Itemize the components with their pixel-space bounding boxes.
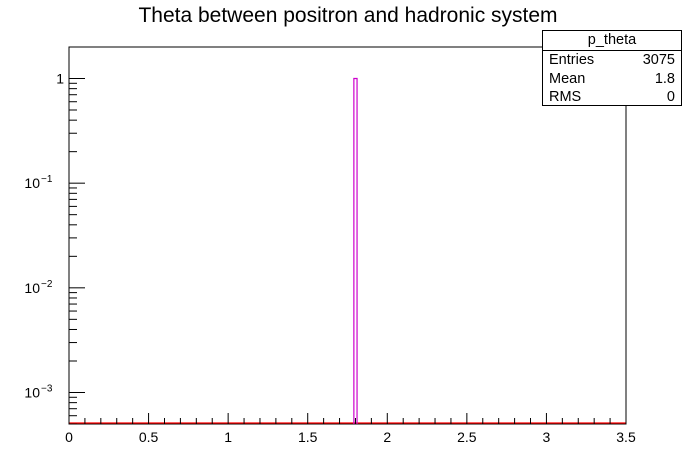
x-tick-label: 2.5 <box>457 429 477 445</box>
stats-value: 0 <box>666 89 675 105</box>
plot-frame <box>68 46 627 425</box>
x-tick-label: 3 <box>543 429 551 445</box>
x-tick-label: 0 <box>65 429 73 445</box>
stats-row-entries: Entries 3075 <box>543 51 681 70</box>
stats-label: Entries <box>549 52 595 68</box>
stats-box-title: p_theta <box>543 31 681 51</box>
x-tick-label: 1.5 <box>298 429 318 445</box>
x-tick-label: 1 <box>224 429 232 445</box>
y-tick-label: 10 <box>24 280 40 296</box>
stats-value: 3075 <box>642 52 675 68</box>
histogram-bin <box>353 77 358 424</box>
stats-value: 1.8 <box>654 70 675 87</box>
stats-label: Mean <box>549 70 586 87</box>
stats-row-rms: RMS 0 <box>543 88 681 107</box>
y-tick-label: 1 <box>56 71 64 87</box>
stats-label: RMS <box>549 89 582 105</box>
y-tick-label: 10 <box>24 175 40 191</box>
x-tick-label: 3.5 <box>616 429 636 445</box>
y-tick-label: 10 <box>24 384 40 400</box>
x-tick-label: 0.5 <box>139 429 159 445</box>
stats-box: p_theta Entries 3075 Mean 1.8 RMS 0 <box>542 30 682 106</box>
y-tick-exponent: −1 <box>41 174 53 185</box>
y-tick-exponent: −2 <box>41 279 53 290</box>
y-tick-exponent: −3 <box>41 383 53 394</box>
x-tick-label: 2 <box>383 429 391 445</box>
chart-title: Theta between positron and hadronic syst… <box>138 4 558 27</box>
stats-row-mean: Mean 1.8 <box>543 70 681 89</box>
